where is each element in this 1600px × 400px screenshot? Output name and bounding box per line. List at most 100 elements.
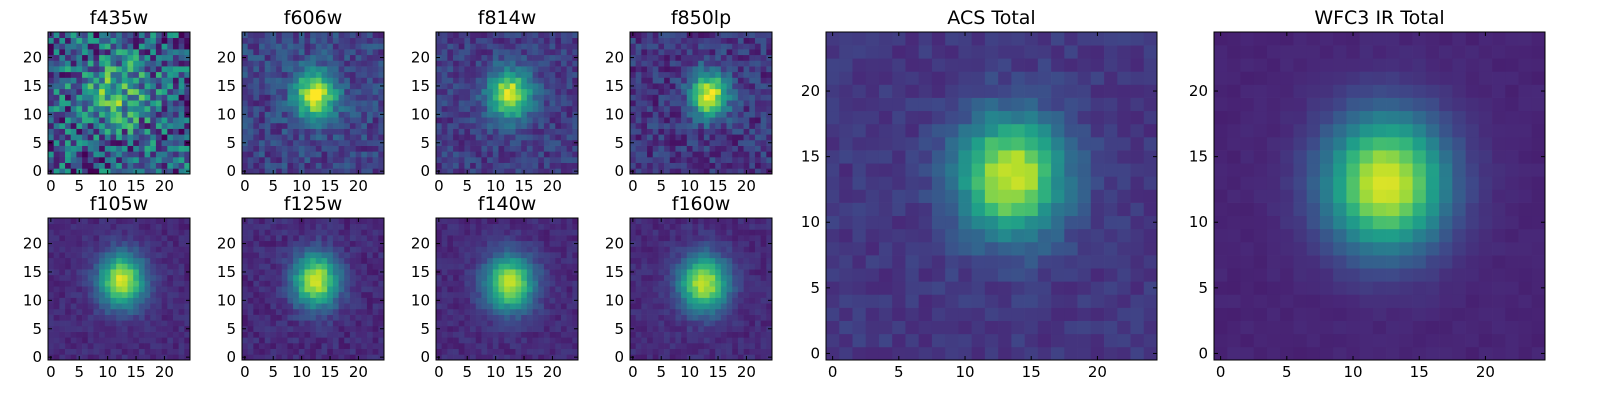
heatmap-cell	[566, 77, 573, 84]
heatmap-cell	[481, 280, 488, 287]
heatmap-cell	[110, 128, 117, 135]
heatmap-cell	[82, 111, 89, 118]
heatmap-cell	[99, 156, 106, 163]
heatmap-cell	[110, 303, 117, 310]
heatmap-cell	[743, 37, 750, 44]
heatmap-cell	[293, 168, 300, 175]
heatmap-cell	[70, 32, 77, 39]
heatmap-cell	[65, 71, 72, 78]
heatmap-cell	[470, 88, 477, 95]
heatmap-cell	[178, 94, 185, 101]
heatmap-cell	[247, 218, 254, 225]
heatmap-cell	[82, 139, 89, 146]
heatmap-cell	[315, 88, 322, 95]
heatmap-cell	[692, 274, 699, 281]
heatmap-cell	[481, 156, 488, 163]
heatmap-cell	[743, 342, 750, 349]
heatmap-cell	[732, 297, 739, 304]
heatmap-cell	[338, 168, 345, 175]
heatmap-cell	[321, 337, 328, 344]
heatmap-cell	[555, 32, 562, 39]
heatmap-cell	[59, 291, 66, 298]
heatmap-cell	[447, 235, 454, 242]
heatmap-cell	[549, 156, 556, 163]
heatmap-cell	[161, 122, 168, 129]
heatmap-cell	[549, 325, 556, 332]
heatmap-cell	[264, 280, 271, 287]
heatmap-cell	[549, 246, 556, 253]
heatmap-cell	[749, 297, 756, 304]
heatmap-cell	[709, 168, 716, 175]
heatmap-cell	[766, 66, 773, 73]
heatmap-cell	[378, 94, 385, 101]
heatmap-cell	[372, 37, 379, 44]
heatmap-cell	[293, 156, 300, 163]
heatmap-cell	[327, 314, 334, 321]
heatmap-cell	[133, 43, 140, 50]
heatmap-cell	[543, 111, 550, 118]
heatmap-cell	[698, 88, 705, 95]
heatmap-cell	[315, 218, 322, 225]
heatmap-cell	[521, 37, 528, 44]
heatmap-cell	[315, 229, 322, 236]
heatmap-cell	[487, 66, 494, 73]
heatmap-cell	[315, 145, 322, 152]
heatmap-cell	[82, 117, 89, 124]
heatmap-cell	[93, 314, 100, 321]
heatmap-cell	[754, 354, 761, 361]
heatmap-cell	[304, 269, 311, 276]
heatmap-cell	[532, 246, 539, 253]
heatmap-cell	[492, 77, 499, 84]
heatmap-cell	[543, 66, 550, 73]
x-tick-label: 15	[126, 363, 145, 381]
heatmap-cell	[167, 122, 174, 129]
heatmap-cell	[447, 100, 454, 107]
heatmap-cell	[543, 83, 550, 90]
heatmap-cell	[155, 337, 162, 344]
heatmap-cell	[538, 337, 545, 344]
heatmap-cell	[572, 320, 579, 327]
heatmap-cell	[253, 218, 260, 225]
heatmap-cell	[766, 280, 773, 287]
heatmap-cell	[184, 274, 191, 281]
heatmap-cell	[48, 257, 55, 264]
heatmap-cell	[253, 229, 260, 236]
heatmap-cell	[150, 342, 157, 349]
heatmap-cell	[720, 134, 727, 141]
heatmap-cell	[349, 235, 356, 242]
heatmap-cell	[167, 303, 174, 310]
heatmap-cell	[178, 139, 185, 146]
heatmap-cell	[538, 100, 545, 107]
heatmap-cell	[116, 83, 123, 90]
heatmap-cell	[532, 32, 539, 39]
heatmap-cell	[686, 286, 693, 293]
heatmap-cell	[161, 111, 168, 118]
heatmap-cell	[104, 134, 111, 141]
heatmap-cell	[760, 49, 767, 56]
heatmap-cell	[475, 223, 482, 230]
heatmap-cell	[298, 60, 305, 67]
heatmap-cell	[150, 325, 157, 332]
heatmap-cell	[361, 263, 368, 270]
heatmap-cell	[70, 252, 77, 259]
heatmap-cell	[310, 71, 317, 78]
heatmap-cell	[647, 145, 654, 152]
heatmap-cell	[242, 43, 249, 50]
heatmap-cell	[526, 263, 533, 270]
heatmap-cell	[138, 337, 145, 344]
heatmap-cell	[344, 280, 351, 287]
heatmap-cell	[647, 128, 654, 135]
heatmap-cell	[492, 60, 499, 67]
heatmap-cell	[436, 94, 443, 101]
heatmap-cell	[630, 60, 637, 67]
heatmap-cell	[555, 145, 562, 152]
heatmap-cell	[184, 156, 191, 163]
heatmap-cell	[515, 168, 522, 175]
heatmap-cell	[509, 246, 516, 253]
heatmap-cell	[560, 286, 567, 293]
heatmap-cell	[487, 337, 494, 344]
heatmap-cell	[93, 37, 100, 44]
heatmap-cell	[732, 162, 739, 169]
heatmap-cell	[355, 43, 362, 50]
heatmap-cell	[509, 297, 516, 304]
